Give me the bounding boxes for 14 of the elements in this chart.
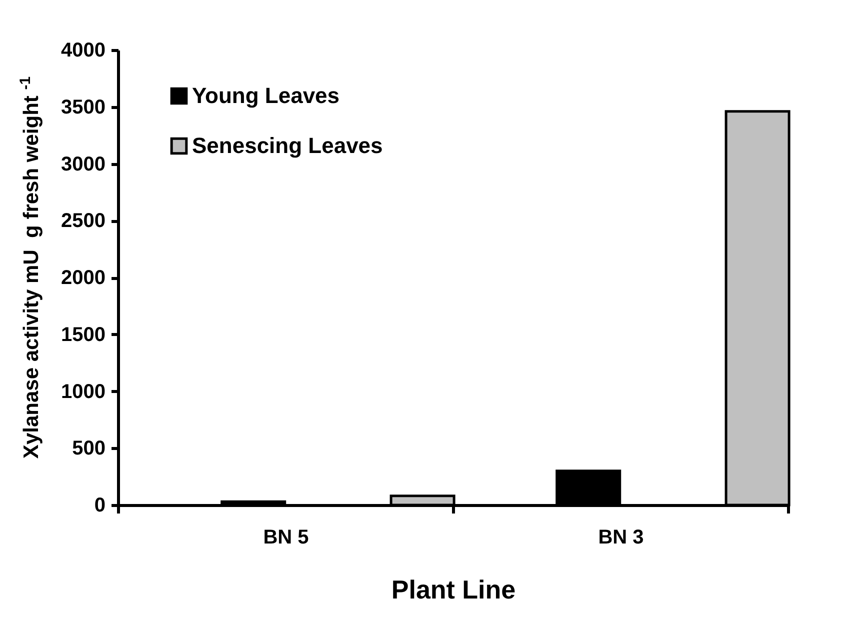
legend-label: Young Leaves [192,83,340,108]
y-tick-label: 4000 [61,40,106,62]
y-tick-label: 2500 [61,210,106,232]
y-tick-label: 1000 [61,380,106,403]
y-tick-label: 1500 [61,324,106,346]
y-tick-label: 3500 [61,96,106,118]
y-tick-label: 500 [72,438,106,460]
legend-label: Senescing Leaves [192,133,383,158]
y-tick-label: 3000 [61,153,106,176]
y-tick-label: 2000 [61,267,106,289]
x-axis-title: Plant Line [391,574,516,604]
x-tick-label: BN 3 [598,526,644,548]
y-tick-label: 0 [94,494,106,516]
x-tick-label: BN 5 [263,526,309,548]
